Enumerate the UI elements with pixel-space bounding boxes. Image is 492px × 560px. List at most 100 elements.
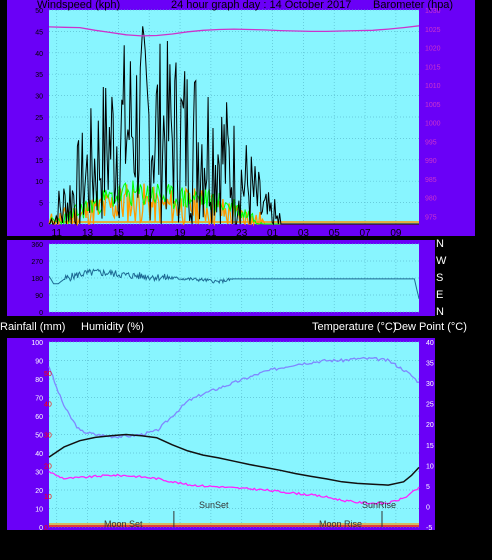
x-tick-label: 15	[113, 228, 125, 239]
y-right-tick-label: 1015	[425, 64, 441, 71]
x-tick-label: 11	[52, 228, 63, 239]
y-right-tick-label: W	[436, 255, 447, 267]
y-right-tick-label: N	[436, 238, 444, 250]
x-tick-label: 23	[236, 316, 248, 327]
y-left-tick-label: 40	[35, 451, 43, 458]
temperature-plot-area	[49, 342, 419, 527]
wind-title: Windspeed (kph)	[37, 0, 120, 11]
x-tick-label: 19	[174, 228, 186, 239]
dewpoint-line	[48, 470, 420, 505]
y-left-tick-label: 10	[35, 507, 43, 514]
windspeed-line	[48, 26, 419, 226]
y-left-tick-label: 45	[35, 29, 43, 36]
x-tick-label: 09	[390, 228, 402, 239]
y-right-tick-label: 1000	[425, 121, 441, 128]
x-tick-label: 15	[113, 316, 125, 327]
x-tick-label: 07	[359, 531, 371, 542]
y-left-tick-label: 180	[31, 276, 43, 283]
y-right-tick-label: 0	[426, 504, 430, 511]
y-right-tick-label: 40	[426, 340, 434, 347]
x-tick-label: 05	[329, 228, 341, 239]
y-left-tick-label: 5	[39, 201, 43, 208]
rain-tick-label: 20	[44, 463, 52, 470]
barometer-title: Barometer (hpa)	[373, 0, 453, 11]
x-tick-label: 17	[144, 228, 156, 239]
y-left-tick-label: 360	[31, 242, 43, 249]
dewpoint-title: Dew Point (°C)	[394, 321, 467, 333]
y-left-tick-label: 40	[35, 51, 43, 58]
x-tick-label: 11	[52, 316, 63, 327]
x-tick-label: 21	[205, 531, 217, 542]
rain-tick-label: 40	[44, 402, 52, 409]
y-right-tick-label: 1025	[425, 27, 441, 34]
y-left-tick-label: 25	[35, 115, 43, 122]
y-left-tick-label: 50	[35, 8, 43, 15]
rain-tick-label: 0	[44, 525, 48, 532]
y-left-tick-label: 15	[35, 158, 43, 165]
tick-labels: 11 13 15 17 19 21 23 01 03 05 07 090510152025303540…	[31, 8, 447, 542]
y-right-tick-label: 30	[426, 381, 434, 388]
x-tick-label: 19	[174, 531, 186, 542]
rain-tick-label: 50	[44, 371, 52, 378]
sunset-label: SunSet	[199, 500, 229, 510]
y-left-tick-label: 50	[35, 433, 43, 440]
x-tick-label: 13	[82, 228, 94, 239]
y-left-tick-label: 60	[35, 414, 43, 421]
x-tick-label: 03	[298, 228, 310, 239]
y-right-tick-label: 975	[425, 214, 437, 221]
x-tick-label: 21	[205, 228, 217, 239]
y-right-tick-label: 990	[425, 158, 437, 165]
x-tick-label: 01	[267, 228, 279, 239]
y-right-tick-label: 1005	[425, 102, 441, 109]
x-tick-label: 05	[329, 316, 341, 327]
x-tick-label: 13	[82, 316, 94, 327]
y-right-tick-label: 1030	[425, 8, 441, 15]
y-right-tick-label: S	[436, 272, 443, 284]
y-right-tick-label: 985	[425, 177, 437, 184]
humidity-line	[48, 356, 420, 439]
y-left-tick-label: 90	[35, 293, 43, 300]
x-tick-label: 21	[205, 316, 217, 327]
x-tick-label: 13	[82, 531, 94, 542]
y-left-tick-label: 270	[31, 259, 43, 266]
rain-tick-label: 10	[44, 494, 52, 501]
x-tick-label: 23	[236, 531, 248, 542]
y-right-tick-label: 995	[425, 139, 437, 146]
x-tick-label: 23	[236, 228, 248, 239]
sunrise-label: SunRise	[362, 500, 396, 510]
x-tick-label: 01	[267, 316, 279, 327]
x-tick-label: 03	[298, 316, 310, 327]
humidity-title: Humidity (%)	[81, 321, 144, 333]
x-tick-label: 05	[329, 531, 341, 542]
moon-rise-label: Moon Rise	[319, 519, 362, 529]
grid-lines	[49, 9, 419, 528]
y-left-tick-label: 90	[35, 359, 43, 366]
x-tick-label: 03	[298, 531, 310, 542]
y-left-tick-label: 20	[35, 136, 43, 143]
y-left-tick-label: 0	[39, 525, 43, 532]
moon-set-label: Moon Set	[104, 519, 143, 529]
y-left-tick-label: 0	[39, 310, 43, 317]
y-right-tick-label: E	[436, 289, 443, 301]
graph-title: 24 hour graph day : 14 October 2017	[171, 0, 351, 11]
y-left-tick-label: 100	[31, 340, 43, 347]
x-tick-label: 11	[52, 531, 63, 542]
x-tick-label: 07	[359, 316, 371, 327]
rainfall-title: Rainfall (mm)	[0, 321, 65, 333]
y-right-tick-label: 980	[425, 196, 437, 203]
y-right-tick-label: 25	[426, 402, 434, 409]
rain-tick-label: 30	[44, 433, 52, 440]
y-left-tick-label: 10	[35, 179, 43, 186]
x-tick-label: 17	[144, 316, 156, 327]
x-tick-label: 09	[390, 316, 402, 327]
y-left-tick-label: 80	[35, 377, 43, 384]
temperature-title: Temperature (°C)	[312, 321, 396, 333]
series-layer	[48, 25, 420, 527]
barometer-line	[48, 25, 420, 37]
y-left-tick-label: 30	[35, 470, 43, 477]
y-right-tick-label: 15	[426, 443, 434, 450]
y-right-tick-label: 5	[426, 484, 430, 491]
x-tick-label: 19	[174, 316, 186, 327]
